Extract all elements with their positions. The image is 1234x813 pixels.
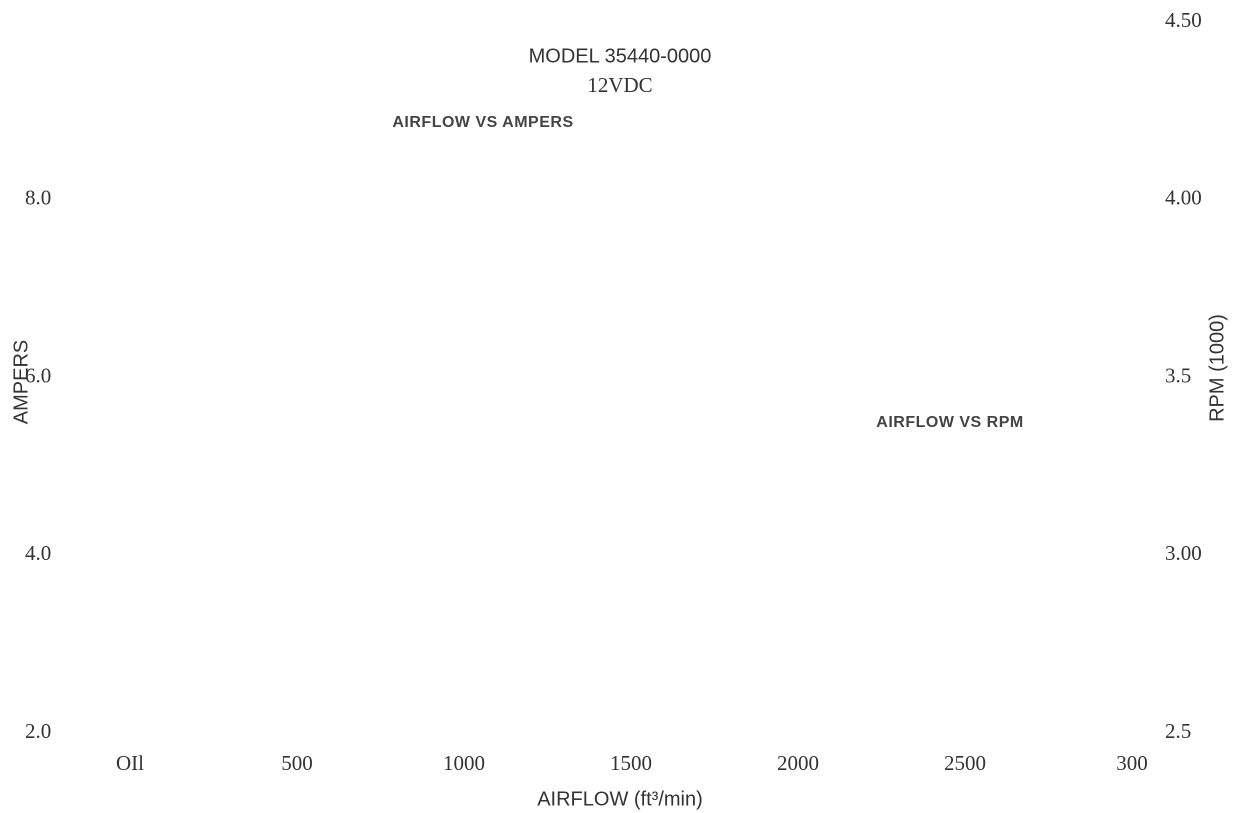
y2-axis-label: RPM (1000)	[1206, 314, 1228, 422]
x-tick-label: 2500	[944, 751, 986, 775]
chart-subtitle: 12VDC	[587, 73, 652, 97]
y-tick-label: 2.0	[25, 719, 51, 743]
chart-title: MODEL 35440-0000	[529, 45, 712, 67]
annotation: AIRFLOW VS AMPERS	[392, 114, 573, 131]
y2-tick-label: 4.00	[1165, 186, 1202, 210]
x-tick-label: 300	[1116, 751, 1148, 775]
y2-tick-label: 3.5	[1165, 363, 1191, 387]
x-tick-label: 1000	[443, 751, 485, 775]
y2-tick-label: 3.00	[1165, 541, 1202, 565]
y2-tick-label: 2.5	[1165, 719, 1191, 743]
annotation: AIRFLOW VS RPM	[876, 414, 1023, 431]
y2-tick-label: 4.50	[1165, 8, 1202, 32]
x-tick-label: OIl	[116, 751, 144, 775]
x-tick-label: 1500	[610, 751, 652, 775]
y-axis-label: AMPERS	[10, 340, 32, 424]
y-tick-label: 4.0	[25, 541, 51, 565]
x-axis-label: AIRFLOW (ft³/min)	[537, 788, 703, 810]
x-tick-label: 2000	[777, 751, 819, 775]
x-tick-label: 500	[281, 751, 313, 775]
y-tick-label: 6.0	[25, 363, 51, 387]
y-tick-label: 8.0	[25, 186, 51, 210]
